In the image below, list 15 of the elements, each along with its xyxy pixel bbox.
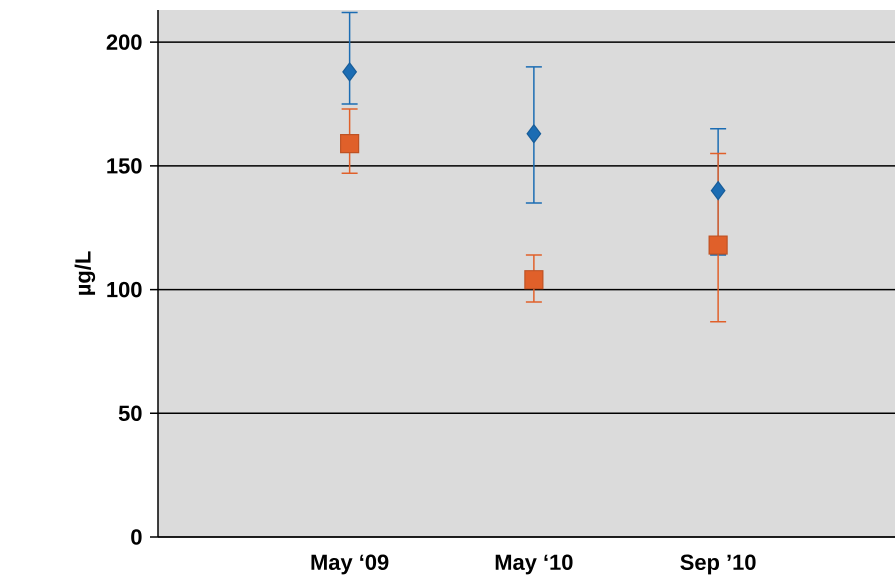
y-tick-label: 150 — [107, 158, 142, 174]
y-tick-label: 50 — [118, 406, 142, 422]
point — [708, 235, 728, 255]
y-axis-title: µg/L — [74, 251, 96, 295]
y-tick-label: 0 — [131, 529, 142, 545]
x-tick-label: May ‘09 — [311, 554, 388, 574]
point — [526, 124, 542, 144]
point — [342, 62, 357, 82]
x-tick-label: Sep ’10 — [680, 554, 756, 574]
y-tick-label: 100 — [107, 282, 142, 298]
point — [710, 181, 726, 200]
point — [340, 134, 360, 154]
x-tick-label: May ‘10 — [496, 554, 573, 574]
y-tick-label: 200 — [106, 34, 142, 50]
point — [524, 270, 544, 290]
